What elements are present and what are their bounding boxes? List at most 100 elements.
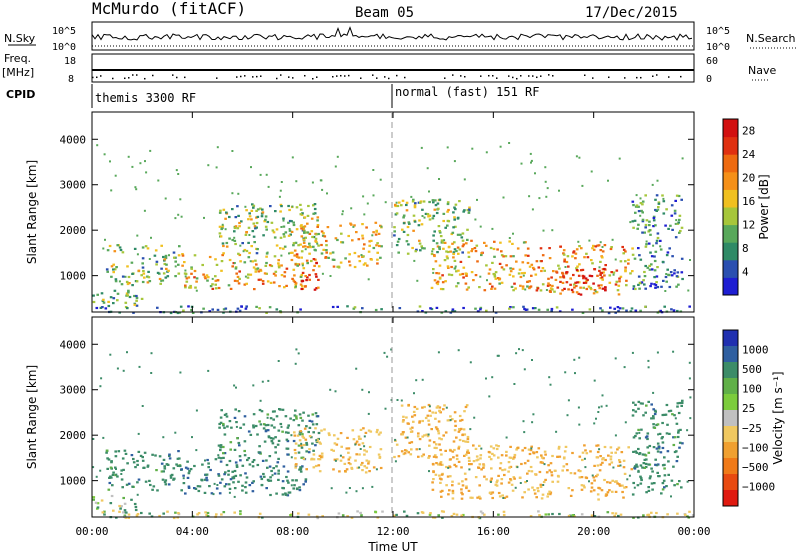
heatmap-cell xyxy=(408,222,411,225)
heatmap-cell xyxy=(294,283,297,286)
heatmap-cell xyxy=(447,466,450,469)
heatmap-cell xyxy=(109,353,112,356)
heatmap-cell xyxy=(237,214,240,217)
heatmap-cell xyxy=(561,271,564,274)
heatmap-cell xyxy=(239,459,242,462)
heatmap-cell xyxy=(396,240,400,243)
heatmap-cell xyxy=(259,423,263,426)
heatmap-cell xyxy=(437,463,440,466)
heatmap-cell xyxy=(521,449,524,452)
heatmap-cell xyxy=(315,262,318,265)
heatmap-cell xyxy=(548,257,552,260)
heatmap-cell xyxy=(549,462,553,465)
heatmap-cell xyxy=(457,460,461,463)
heatmap-cell xyxy=(428,455,431,458)
heatmap-cell xyxy=(299,243,302,246)
heatmap-cell xyxy=(141,266,145,269)
heatmap-cell xyxy=(233,511,236,514)
heatmap-cell xyxy=(555,270,558,273)
heatmap-cell xyxy=(645,243,648,246)
heatmap-cell xyxy=(656,463,660,466)
heatmap-cell xyxy=(139,162,142,165)
heatmap-cell xyxy=(652,408,655,411)
heatmap-cell xyxy=(283,271,287,274)
heatmap-cell xyxy=(361,442,365,445)
heatmap-cell xyxy=(253,241,256,244)
heatmap-cell xyxy=(487,272,491,275)
heatmap-cell xyxy=(123,514,127,517)
heatmap-cell xyxy=(581,268,585,271)
heatmap-cell xyxy=(465,274,468,277)
heatmap-cell xyxy=(350,223,353,226)
heatmap-cell xyxy=(691,514,695,517)
heatmap-cell xyxy=(340,445,343,448)
heatmap-cell xyxy=(423,216,426,219)
heatmap-cell xyxy=(512,457,515,460)
heatmap-cell xyxy=(614,311,617,314)
velocity-colorbar-tick: 500 xyxy=(742,363,762,376)
heatmap-cell xyxy=(320,429,323,432)
heatmap-cell xyxy=(624,421,627,424)
heatmap-cell xyxy=(300,442,303,445)
heatmap-cell xyxy=(318,441,321,444)
heatmap-cell xyxy=(597,411,600,413)
heatmap-cell xyxy=(365,459,369,462)
heatmap-cell xyxy=(308,245,312,248)
heatmap-cell xyxy=(96,506,100,509)
heatmap-cell xyxy=(539,485,543,488)
heatmap-cell xyxy=(359,448,362,450)
heatmap-cell xyxy=(466,228,469,231)
heatmap-cell xyxy=(479,225,482,228)
heatmap-cell xyxy=(115,473,118,476)
heatmap-cell xyxy=(222,244,225,248)
heatmap-cell xyxy=(393,226,396,229)
heatmap-cell xyxy=(178,245,181,248)
heatmap-cell xyxy=(112,302,115,305)
heatmap-cell xyxy=(413,220,417,223)
heatmap-cell xyxy=(445,465,448,469)
heatmap-cell xyxy=(166,463,169,466)
heatmap-cell xyxy=(667,473,670,476)
heatmap-cell xyxy=(621,307,625,310)
heatmap-cell xyxy=(502,196,505,199)
velocity-colorbar-tick: −1000 xyxy=(742,480,775,493)
heatmap-cell xyxy=(592,292,596,295)
heatmap-cell xyxy=(598,487,602,490)
heatmap-cell xyxy=(510,285,514,288)
heatmap-cell xyxy=(490,467,493,470)
heatmap-cell xyxy=(508,237,511,239)
heatmap-cell xyxy=(336,155,339,158)
heatmap-cell xyxy=(266,220,270,224)
heatmap-cell xyxy=(255,216,258,219)
heatmap-cell xyxy=(641,211,644,214)
heatmap-cell xyxy=(137,478,141,481)
heatmap-cell xyxy=(358,466,361,469)
heatmap-cell xyxy=(353,224,356,227)
heatmap-cell xyxy=(652,446,656,449)
heatmap-cell xyxy=(113,268,117,271)
heatmap-cell xyxy=(674,236,678,239)
heatmap-cell xyxy=(176,464,180,467)
heatmap-cell xyxy=(280,274,284,277)
heatmap-cell xyxy=(673,212,677,215)
heatmap-cell xyxy=(361,307,364,310)
heatmap-cell xyxy=(355,453,358,456)
heatmap-cell xyxy=(451,492,455,495)
nave-dot xyxy=(244,75,246,77)
heatmap-cell xyxy=(378,244,381,248)
heatmap-cell xyxy=(407,243,410,246)
heatmap-cell xyxy=(138,365,141,368)
heatmap-cell xyxy=(580,476,584,479)
heatmap-cell xyxy=(304,236,307,239)
heatmap-cell xyxy=(239,474,242,477)
heatmap-cell xyxy=(463,454,466,457)
heatmap-cell xyxy=(415,407,419,410)
heatmap-cell xyxy=(435,462,438,465)
heatmap-cell xyxy=(182,477,185,480)
heatmap-cell xyxy=(119,248,123,252)
heatmap-cell xyxy=(476,496,479,499)
cpid-label: CPID xyxy=(6,88,35,101)
heatmap-cell xyxy=(473,247,477,250)
heatmap-cell xyxy=(174,275,177,278)
heatmap-cell xyxy=(299,283,303,286)
